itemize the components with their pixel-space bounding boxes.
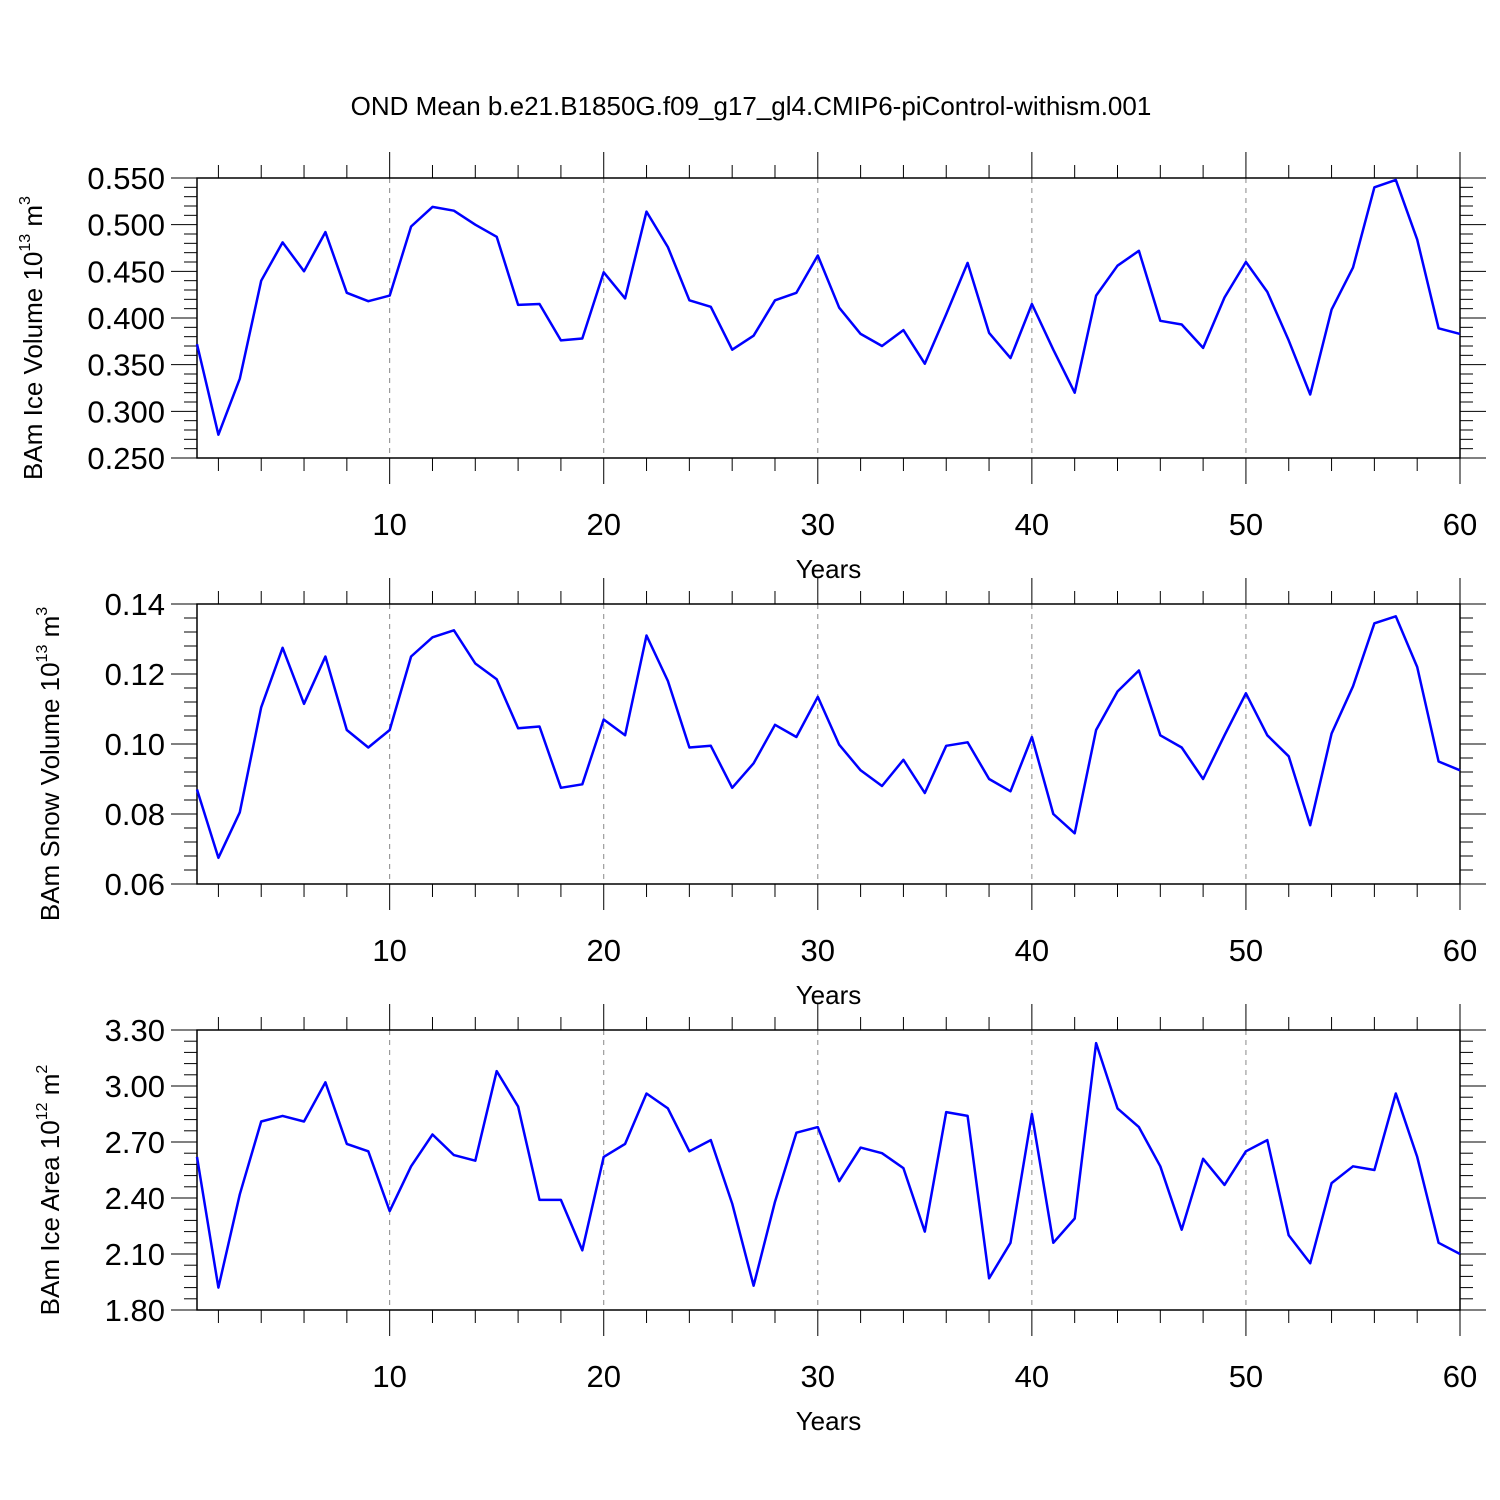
series-line-1: [195, 1041, 1461, 1289]
y-axis-label: BAm Ice Volume 1013 m3: [17, 196, 48, 480]
y-tick-label: 0.14: [105, 587, 165, 622]
y-tick-label: 0.400: [87, 301, 165, 336]
x-tick-label: 50: [1229, 1359, 1263, 1394]
x-tick-label: 30: [801, 507, 835, 542]
y-tick-label: 2.10: [105, 1237, 165, 1272]
x-axis-label: Years: [796, 980, 862, 1010]
y-label-unit-exponent: 2: [34, 1065, 51, 1074]
panels: 10 20 30 40 50 60 0.250 0.300 0.350 0.400 0.450 0.5…: [17, 152, 1486, 1436]
x-tick-label: 50: [1229, 933, 1263, 968]
panel-2: 10 20 30 40 50 60 0.06 0.08 0.10 0.12 0.14 Years BAm…: [34, 578, 1486, 1010]
figure-title: OND Mean b.e21.B1850G.f09_g17_gl4.CMIP6-…: [351, 91, 1152, 121]
x-tick-label: 10: [372, 933, 406, 968]
y-axis-label: BAm Snow Volume 1013 m3: [34, 607, 65, 921]
x-tick-label: 30: [801, 933, 835, 968]
y-tick-label: 0.500: [87, 208, 165, 243]
y-label-text: BAm Ice Volume 10: [18, 252, 48, 480]
y-label-unit: m: [18, 205, 48, 234]
x-tick-label: 10: [372, 1359, 406, 1394]
y-tick-label: 2.40: [105, 1181, 165, 1216]
x-tick-label: 10: [372, 507, 406, 542]
y-tick-label: 0.12: [105, 657, 165, 692]
x-axis-label: Years: [796, 554, 862, 584]
y-label-exponent: 12: [34, 1102, 51, 1120]
y-tick-label: 0.300: [87, 394, 165, 429]
y-tick-label: 1.80: [105, 1293, 165, 1328]
x-tick-label: 30: [801, 1359, 835, 1394]
panel-1: 10 20 30 40 50 60 0.250 0.300 0.350 0.400 0.450 0.5…: [17, 152, 1486, 584]
y-label-text: BAm Ice Area 10: [35, 1120, 65, 1315]
panel-3: 10 20 30 40 50 60 1.80 2.10 2.40 2.70 3.00 3.30 Year…: [34, 1004, 1486, 1436]
y-tick-label: 3.00: [105, 1069, 165, 1104]
x-tick-label: 60: [1443, 507, 1477, 542]
x-axis-label: Years: [796, 1406, 862, 1436]
x-tick-label: 40: [1015, 507, 1049, 542]
x-tick-label: 40: [1015, 1359, 1049, 1394]
y-label-text: BAm Snow Volume 10: [35, 662, 65, 921]
y-axis-label: BAm Ice Area 1012 m2: [34, 1065, 65, 1316]
x-tick-label: 20: [586, 1359, 620, 1394]
y-label-unit-exponent: 3: [34, 607, 51, 616]
y-tick-label: 0.06: [105, 867, 165, 902]
y-tick-label: 3.30: [105, 1013, 165, 1048]
series-line-1: [195, 615, 1461, 860]
plot-frame: [196, 1029, 1461, 1311]
y-tick-label: 0.350: [87, 348, 165, 383]
y-label-unit: m: [35, 616, 65, 645]
plot-frame: [196, 603, 1461, 885]
y-label-exponent: 13: [34, 645, 51, 663]
y-tick-label: 0.10: [105, 727, 165, 762]
x-tick-label: 60: [1443, 1359, 1477, 1394]
y-label-unit-exponent: 3: [17, 196, 34, 205]
x-tick-label: 50: [1229, 507, 1263, 542]
y-tick-label: 2.70: [105, 1125, 165, 1160]
plot-frame: [196, 177, 1461, 459]
x-tick-label: 60: [1443, 933, 1477, 968]
x-tick-label: 20: [586, 507, 620, 542]
y-tick-label: 0.450: [87, 254, 165, 289]
y-label-unit: m: [35, 1074, 65, 1103]
y-tick-label: 0.550: [87, 161, 165, 196]
x-tick-label: 40: [1015, 933, 1049, 968]
series-line-1: [195, 178, 1461, 436]
y-tick-label: 0.08: [105, 797, 165, 832]
x-tick-label: 20: [586, 933, 620, 968]
y-tick-label: 0.250: [87, 441, 165, 476]
y-label-exponent: 13: [17, 234, 34, 252]
